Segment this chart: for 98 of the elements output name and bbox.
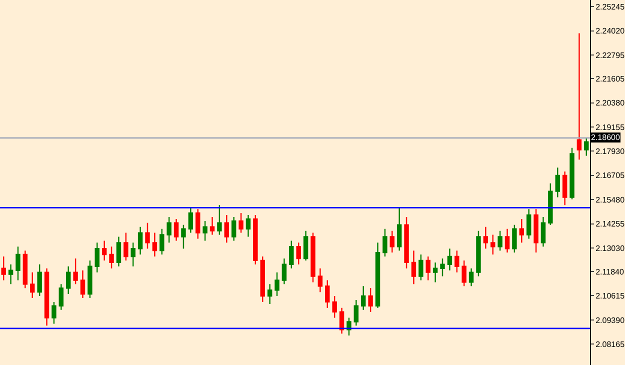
- candlestick: [526, 208, 532, 240]
- candlestick: [231, 216, 236, 242]
- candlestick: [375, 242, 380, 308]
- y-tick-label: 2.10615: [596, 292, 625, 301]
- candlestick: [354, 299, 359, 326]
- candlestick: [462, 260, 466, 287]
- candlestick: [426, 256, 430, 281]
- candlestick: [102, 240, 107, 262]
- y-tick-label: 2.13030: [596, 244, 625, 253]
- y-tick-label: 2.15480: [596, 195, 625, 204]
- candlestick: [548, 182, 553, 226]
- candlestick: [576, 32, 582, 160]
- candlestick: [1, 256, 6, 281]
- candlestick: [145, 222, 150, 250]
- candlestick: [512, 224, 517, 254]
- candlestick: [166, 216, 172, 244]
- candlestick: [109, 246, 114, 269]
- candlestick: [152, 232, 158, 258]
- candlestick: [130, 242, 136, 267]
- candlestick: [555, 166, 560, 198]
- candlestick: [174, 218, 179, 242]
- candlestick: [188, 206, 194, 234]
- candlestick: [540, 216, 546, 248]
- candlestick: [52, 301, 56, 324]
- candlestick: [440, 258, 445, 277]
- candlestick: [296, 242, 301, 266]
- candlestick: [124, 232, 128, 262]
- candlestick: [562, 170, 568, 206]
- candlestick: [80, 270, 86, 299]
- candlestick: [504, 228, 510, 254]
- candlestick: [37, 264, 42, 297]
- candlestick: [289, 240, 294, 269]
- y-tick-label: 2.16705: [596, 171, 625, 180]
- candlestick: [498, 230, 502, 252]
- candlestick: [390, 230, 394, 254]
- candlestick: [246, 214, 251, 238]
- candlestick: [238, 212, 244, 234]
- candlestick: [160, 228, 164, 256]
- candlestick: [519, 218, 524, 244]
- candlestick: [346, 317, 352, 336]
- y-tick-label: 2.24020: [596, 26, 625, 36]
- candlestick: [411, 250, 416, 285]
- candlestick: [282, 258, 287, 285]
- candlestick: [94, 242, 100, 273]
- y-tick-label: 2.11840: [596, 267, 624, 276]
- candlestick: [58, 284, 64, 310]
- candlestick: [534, 208, 538, 254]
- candlestick: [432, 262, 438, 283]
- candlestick: [454, 250, 460, 273]
- candlestick: [66, 266, 71, 295]
- candlestick: [360, 286, 366, 310]
- y-tick-label: 2.17930: [596, 146, 625, 156]
- candlestick: [30, 272, 35, 299]
- candlestick: [584, 137, 589, 156]
- candlestick: [73, 258, 78, 285]
- candlestick: [490, 234, 496, 256]
- y-tick-label: 2.22795: [596, 50, 625, 60]
- y-tick-label: 2.20380: [596, 98, 625, 108]
- candlestick: [404, 216, 409, 269]
- candlestick: [267, 284, 272, 305]
- candlestick: [303, 230, 308, 262]
- y-tick-label: 2.21605: [596, 74, 625, 84]
- y-tick-label: 2.19155: [596, 122, 625, 132]
- candlestick: [217, 204, 222, 236]
- candlestick: [318, 268, 323, 293]
- candlestick: [310, 232, 316, 283]
- candlestick: [382, 228, 388, 258]
- candlestick: [368, 288, 373, 312]
- candlestick: [44, 268, 50, 326]
- candlestick: [260, 256, 265, 303]
- candlestick: [253, 214, 258, 266]
- candlestick: [483, 226, 488, 250]
- candlestick: [332, 295, 337, 318]
- candlestick: [210, 216, 215, 236]
- y-tick-label: 2.14255: [596, 220, 625, 229]
- candlestick: [138, 226, 143, 256]
- y-tick-label: 2.25245: [596, 2, 625, 12]
- candlestick: [476, 230, 481, 277]
- candlestick: [181, 224, 186, 250]
- ref-line-label: 2.18600: [591, 133, 620, 142]
- candlestick: [570, 147, 574, 200]
- candlestick: [396, 206, 402, 252]
- candlestick: [22, 250, 28, 289]
- y-tick-label: 2.08165: [596, 340, 625, 349]
- candlestick: [274, 272, 280, 297]
- candlestick: [8, 264, 14, 285]
- candlestick: [468, 268, 474, 287]
- candlestick: [418, 254, 424, 281]
- candlestick: [224, 214, 230, 244]
- candlestick: [447, 248, 452, 271]
- candlestick: [88, 260, 92, 299]
- candlestick: [325, 280, 330, 308]
- candlestick: [339, 307, 344, 334]
- candlestick: [202, 220, 208, 242]
- y-tick-label: 2.09390: [596, 316, 625, 325]
- candlestick: [196, 208, 200, 240]
- candlestick: [116, 236, 122, 267]
- candlestick: [16, 246, 20, 281]
